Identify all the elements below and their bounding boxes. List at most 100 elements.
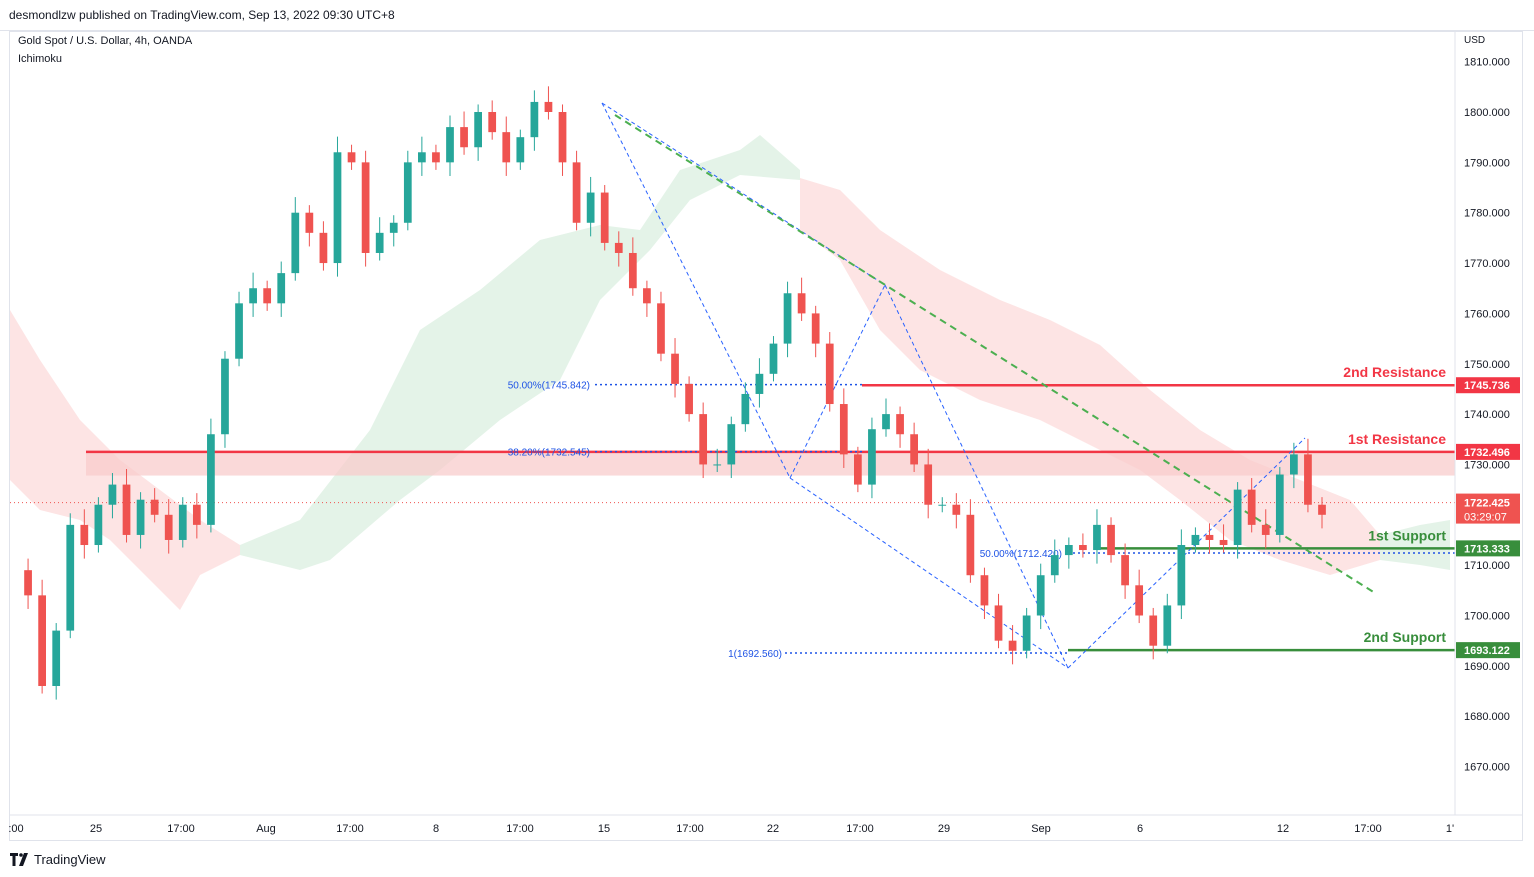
brand-text: TradingView	[34, 852, 106, 867]
level-name-2: 1st Resistance	[1348, 431, 1446, 447]
y-tick-13: 1690.000	[1464, 661, 1510, 673]
price-tag-1: 1745.736	[1464, 380, 1510, 392]
candle-body-32	[460, 127, 468, 148]
candle-body-38	[544, 101, 553, 112]
x-tick-10: 22	[767, 823, 779, 835]
cloud-bullish-right	[1380, 520, 1450, 570]
candle-body-82	[1163, 605, 1172, 646]
candle-body-28	[403, 162, 412, 223]
x-tick-4: Aug	[256, 823, 276, 835]
x-tick-12: 29	[938, 823, 950, 835]
candle-body-33	[474, 112, 482, 148]
x-tick-8: 15	[598, 823, 610, 835]
level-lines	[10, 383, 1455, 652]
x-tick-7: 17:00	[506, 823, 534, 835]
candle-body-86	[1219, 539, 1228, 546]
candle-body-30	[432, 152, 440, 163]
y-tick-5: 1770.000	[1464, 258, 1510, 270]
x-tick-2: 25	[90, 823, 102, 835]
fib-label-2: 38.20%(1732.545)	[508, 448, 590, 459]
candle-body-44	[628, 252, 637, 289]
x-tick-15: 12	[1277, 823, 1289, 835]
candle-body-37	[530, 101, 539, 138]
candle-body-26	[375, 232, 384, 253]
cloud-bearish	[800, 178, 1380, 575]
candle-body-72	[1022, 615, 1031, 651]
candle-body-1	[24, 570, 32, 596]
publisher-line: desmondlzw published on TradingView.com,…	[9, 8, 395, 22]
currency-label: USD	[1464, 35, 1486, 46]
level-labels: 2nd Resistance 1745.736 1st Resistance 1732…	[1343, 364, 1520, 659]
tradingview-logo[interactable]: TradingView	[10, 852, 106, 867]
x-tick-5: 17:00	[336, 823, 364, 835]
price-tag-bg-2	[1456, 443, 1520, 460]
candle-body-34	[488, 112, 497, 133]
resistance-zone	[86, 451, 1455, 476]
candle-body-11	[164, 514, 173, 540]
candle-body-29	[418, 152, 426, 163]
y-tick-15: 1670.000	[1464, 762, 1510, 774]
downtrend-line[interactable]	[614, 114, 1376, 594]
price-tag-bg-1	[1456, 377, 1520, 394]
candle-body-57	[811, 313, 820, 344]
level-name-4: 2nd Support	[1364, 629, 1447, 645]
candle-body-90	[1275, 474, 1284, 535]
candle-body-18	[263, 288, 272, 304]
y-tick-12: 1700.000	[1464, 611, 1510, 623]
y-tick-9: 1730.000	[1464, 459, 1510, 471]
candle-body-3	[52, 630, 61, 686]
chart-frame[interactable]	[9, 31, 1523, 841]
candle-body-55	[783, 293, 792, 344]
candle-body-40	[572, 162, 581, 223]
candle-body-48	[685, 383, 693, 415]
candle-body-68	[966, 514, 975, 576]
candle-body-59	[839, 404, 848, 455]
swing-line-6	[1067, 437, 1306, 669]
x-tick-3: 17:00	[167, 823, 195, 835]
swing-line-2	[601, 102, 886, 286]
candle-body-66	[938, 504, 947, 506]
x-tick-16: 17:00	[1354, 823, 1382, 835]
candle-body-43	[614, 242, 623, 253]
candle-body-54	[769, 343, 778, 374]
x-tick-6: 8	[433, 823, 439, 835]
y-tick-1: 1810.000	[1464, 57, 1510, 69]
y-tick-7: 1750.000	[1464, 359, 1510, 371]
x-tick-13: Sep	[1031, 823, 1051, 835]
candle-body-13	[192, 504, 201, 525]
candle-body-56	[797, 293, 806, 314]
level-name-1: 2nd Resistance	[1343, 364, 1446, 380]
candle-body-87	[1233, 489, 1242, 546]
fib-label-3: 50.00%(1712.420)	[980, 549, 1062, 560]
candle-body-80	[1135, 585, 1144, 616]
candle-body-46	[657, 303, 665, 354]
candles	[24, 86, 1326, 700]
candle-body-84	[1191, 534, 1200, 546]
candle-body-71	[1008, 640, 1017, 651]
candle-body-79	[1121, 555, 1129, 586]
level-name-3: 1st Support	[1368, 527, 1446, 543]
candle-body-77	[1093, 524, 1101, 551]
cloud-bullish	[240, 135, 800, 570]
x-tick-14: 6	[1137, 823, 1143, 835]
bar-countdown: 03:29:07	[1464, 512, 1507, 524]
candle-body-61	[868, 429, 876, 485]
candle-body-52	[741, 393, 750, 425]
candle-body-70	[994, 605, 1003, 641]
candle-body-63	[896, 414, 904, 435]
candle-body-78	[1107, 524, 1115, 556]
candle-body-2	[38, 595, 46, 686]
candle-body-8	[122, 484, 131, 535]
candle-body-4	[66, 524, 75, 631]
candle-body-19	[277, 273, 286, 304]
swing-line-4	[789, 477, 1069, 669]
symbol-title[interactable]: Gold Spot / U.S. Dollar, 4h, OANDA	[18, 35, 193, 47]
candle-body-74	[1050, 555, 1059, 576]
indicator-name[interactable]: Ichimoku	[18, 53, 63, 65]
price-tag-bg-3	[1456, 540, 1520, 557]
candle-body-64	[910, 434, 918, 465]
candle-body-58	[825, 343, 834, 405]
candle-body-20	[291, 212, 300, 274]
footer: TradingView	[0, 846, 1534, 877]
